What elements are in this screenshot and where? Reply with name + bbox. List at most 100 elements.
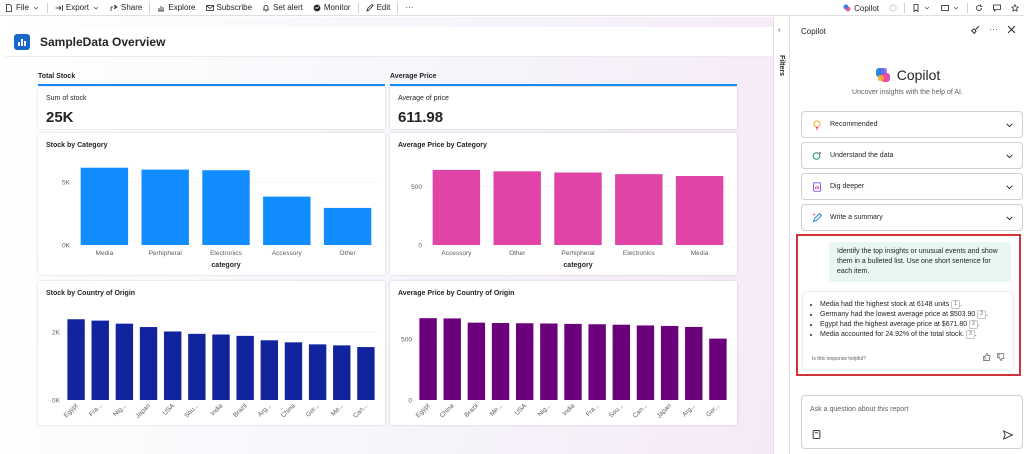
citation-badge[interactable]: 3 xyxy=(965,330,975,339)
chart-stock-by-category[interactable]: 0K 5K Media Perhipheral Electronics Accessory… xyxy=(38,133,385,275)
citation-badge[interactable]: 1 xyxy=(951,300,960,309)
kpi-label: Sum of stock xyxy=(46,95,87,102)
chart-canvas: 0 500 Accessory Other Perhipheral Electronics… xyxy=(411,169,730,269)
x-tick-label: Fra... xyxy=(585,402,601,418)
chevron-left-icon[interactable]: ‹ xyxy=(778,25,781,34)
comment-icon xyxy=(993,4,1001,12)
bar xyxy=(357,347,375,400)
x-tick-label: Japan xyxy=(134,402,152,420)
bar xyxy=(564,323,582,400)
bar xyxy=(467,322,486,400)
bar xyxy=(333,345,351,400)
subscribe-icon xyxy=(205,4,214,11)
bookmark-icon xyxy=(913,4,919,12)
accordion-label: Write a summary xyxy=(830,214,883,221)
accordion-write-a-summary[interactable]: Write a summary xyxy=(801,204,1023,231)
bullet-text: Media had the highest stock at 6148 unit… xyxy=(820,301,950,308)
share-button[interactable]: Share xyxy=(105,0,147,16)
copilot-toggle-button[interactable]: Copilot xyxy=(838,0,884,16)
file-menu-button[interactable]: File xyxy=(0,0,45,16)
x-tick-label: USA xyxy=(162,402,177,417)
chart-title: Average Price by Country of Origin xyxy=(398,290,515,297)
y-tick-label: 2K xyxy=(52,330,61,337)
subscribe-button[interactable]: Subscribe xyxy=(201,0,258,16)
broom-icon[interactable] xyxy=(971,25,980,34)
thumbs-up-icon[interactable] xyxy=(983,353,991,361)
citation-badge[interactable]: 2 xyxy=(977,310,987,319)
export-button[interactable]: Export xyxy=(50,0,105,16)
bar xyxy=(236,335,254,400)
bar xyxy=(443,318,461,400)
copilot-toggle-label: Copilot xyxy=(854,3,879,13)
kpi-card-price[interactable]: Average of price 611.98 xyxy=(390,87,737,129)
y-tick-label: 500 xyxy=(411,184,422,191)
set-alert-button[interactable]: Set alert xyxy=(257,0,308,16)
x-tick-label: Brazil xyxy=(232,402,249,419)
y-tick-label: 0 xyxy=(418,243,422,250)
edit-button[interactable]: Edit xyxy=(361,0,396,16)
thumbs-down-icon[interactable] xyxy=(997,353,1005,361)
bar xyxy=(188,333,206,400)
chevron-down-icon xyxy=(1006,216,1013,221)
favorite-button[interactable] xyxy=(1006,0,1024,16)
kpi-card-stock[interactable]: Sum of stock 25K xyxy=(38,87,385,129)
chart-price-by-category[interactable]: 0 500 Accessory Other Perhipheral Electronics… xyxy=(390,133,737,275)
monitor-button[interactable]: Monitor xyxy=(308,0,356,16)
share-label: Share xyxy=(121,3,143,12)
bullet-text: Germany had the lowest average price at … xyxy=(820,311,976,318)
x-tick-label: Accessory xyxy=(272,250,303,257)
x-tick-label: Fra... xyxy=(88,402,104,418)
bar xyxy=(141,169,189,245)
accordion-dig-deeper[interactable]: Dig deeper xyxy=(801,173,1023,200)
top-toolbar: File Export Share Explore Subscribe Set … xyxy=(0,0,1024,16)
close-icon[interactable] xyxy=(1007,25,1016,34)
chart-title: Average Price by Category xyxy=(398,142,487,149)
y-tick-label: 500 xyxy=(401,337,412,344)
comment-button[interactable] xyxy=(988,0,1006,16)
refresh-button[interactable] xyxy=(970,0,988,16)
bar xyxy=(115,323,134,400)
x-tick-label: Egypt xyxy=(415,402,432,419)
chart-stock-by-country[interactable]: 0K 2K Egypt Fra... Nig... Japan USA Sou... India… xyxy=(38,281,385,425)
section-label-total-stock: Total Stock xyxy=(38,73,76,80)
toolbar-divider xyxy=(397,2,399,13)
toolbar-divider xyxy=(967,3,968,13)
toolbar-divider xyxy=(149,2,151,13)
citation-badge[interactable]: 2 xyxy=(969,320,978,329)
bar xyxy=(615,174,663,245)
kpi-value: 25K xyxy=(46,109,74,126)
user-prompt-bubble: Identify the top insights or unusual eve… xyxy=(829,242,1011,282)
x-tick-label: Arg... xyxy=(257,402,273,418)
x-tick-label: Ger... xyxy=(705,402,721,418)
x-tick-label: USA xyxy=(514,402,529,417)
explore-button[interactable]: Explore xyxy=(152,0,200,16)
x-tick-label: China xyxy=(280,402,297,419)
accordion-recommended[interactable]: Recommended xyxy=(801,111,1023,138)
send-icon[interactable] xyxy=(1003,430,1013,440)
x-tick-label: Can... xyxy=(352,402,369,419)
response-bullet: Egypt had the highest average price at $… xyxy=(820,320,1008,330)
accordion-understand-the-data[interactable]: Understand the data xyxy=(801,142,1023,169)
bookmark-button[interactable] xyxy=(907,0,936,16)
more-options-button[interactable]: ··· xyxy=(405,3,414,12)
chart-price-by-country[interactable]: 0 500 Egypt China Brazil Me... USA Nig... India F… xyxy=(390,281,737,425)
chart-canvas: 0K 2K Egypt Fra... Nig... Japan USA Sou... India… xyxy=(52,319,378,420)
bar xyxy=(612,324,631,400)
view-button[interactable] xyxy=(936,0,965,16)
x-tick-label: Japan xyxy=(656,402,674,420)
toolbar-right: Copilot xyxy=(838,0,1024,16)
bar xyxy=(212,334,230,400)
star-icon xyxy=(1011,4,1019,12)
more-options-icon[interactable]: ··· xyxy=(989,24,998,34)
ask-question-input[interactable]: Ask a question about this report xyxy=(801,395,1023,449)
prompt-guide-icon[interactable] xyxy=(812,430,821,439)
y-tick-label: 5K xyxy=(62,180,71,187)
x-tick-label: Electronics xyxy=(623,250,656,257)
accordion-label: Understand the data xyxy=(830,152,894,159)
bar xyxy=(263,196,311,245)
copilot-subtitle: Uncover insights with the help of AI. xyxy=(852,89,963,96)
response-bullet: Media accounted for 24.92% of the total … xyxy=(820,330,1008,340)
reset-button[interactable] xyxy=(884,0,902,16)
refresh-icon xyxy=(976,4,983,11)
filters-pane[interactable]: ‹ Filters xyxy=(773,17,790,454)
